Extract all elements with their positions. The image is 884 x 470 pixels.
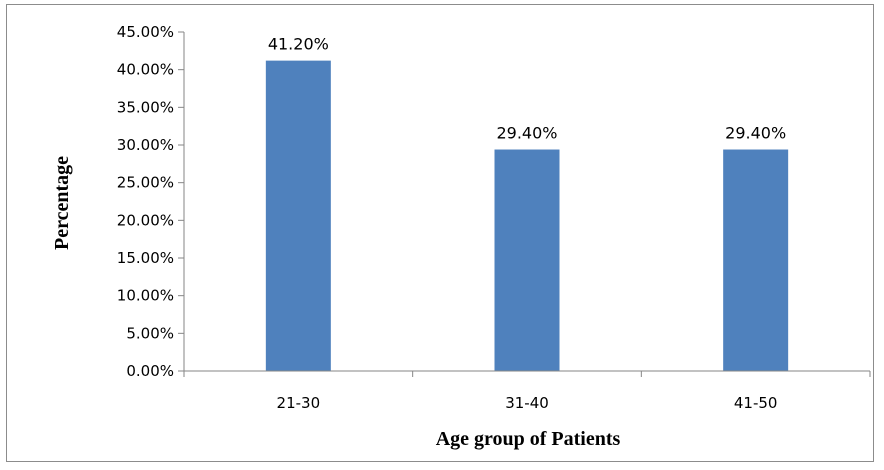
y-tick-label: 10.00%	[117, 287, 174, 305]
y-axis-ticks: 0.00% 5.00% 10.00% 15.00% 20.00% 25.00% 30.00%…	[117, 23, 184, 380]
y-tick-label: 30.00%	[117, 136, 174, 154]
y-tick-label: 15.00%	[117, 249, 174, 267]
data-label: 41.20%	[268, 35, 329, 54]
y-tick-label: 25.00%	[117, 174, 174, 192]
data-label: 29.40%	[496, 124, 557, 143]
y-tick-label: 0.00%	[126, 362, 174, 380]
bars	[265, 60, 789, 371]
bar-31-40	[494, 149, 560, 371]
y-tick-label: 35.00%	[117, 98, 174, 116]
x-tick-label: 31-40	[505, 394, 549, 412]
x-tick-label: 21-30	[277, 394, 321, 412]
y-axis-title: Percentage	[51, 156, 73, 250]
y-tick-label: 5.00%	[126, 324, 174, 342]
x-axis-ticks: 21-30 31-40 41-50	[183, 371, 871, 412]
y-tick-label: 20.00%	[117, 211, 174, 229]
y-tick-label: 40.00%	[117, 61, 174, 79]
x-axis-title: Age group of Patients	[436, 428, 621, 450]
x-tick-label: 41-50	[734, 394, 778, 412]
bar-41-50	[723, 149, 789, 371]
bar-21-30	[265, 60, 331, 371]
y-tick-label: 45.00%	[117, 23, 174, 41]
data-labels: 41.20% 29.40% 29.40%	[268, 35, 786, 143]
data-label: 29.40%	[725, 124, 786, 143]
